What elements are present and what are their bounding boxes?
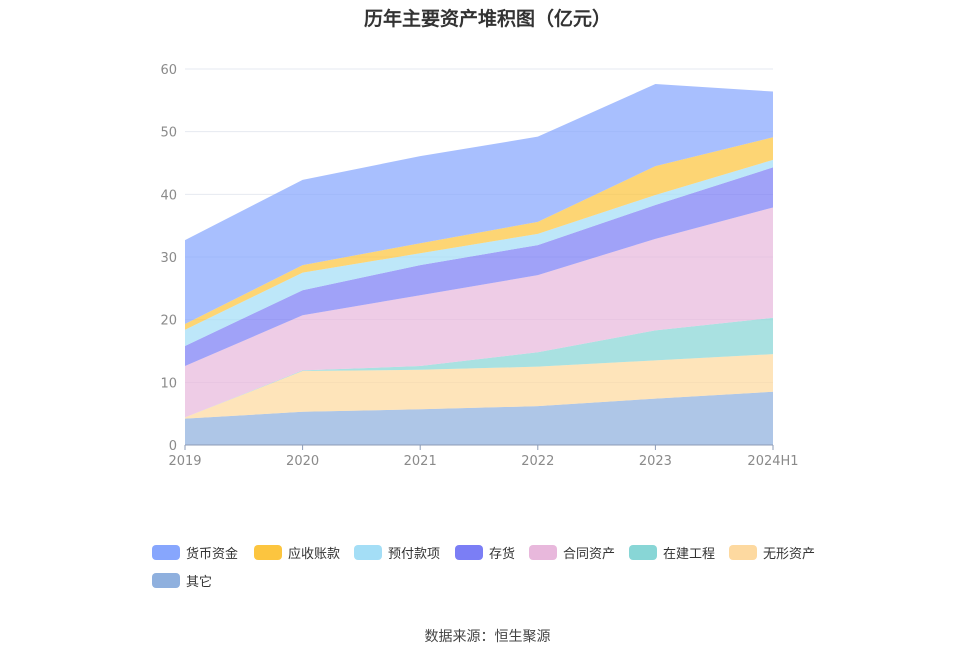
legend-item[interactable]: 货币资金 [152,541,238,563]
legend-label: 应收账款 [288,546,341,562]
y-tick-label: 40 [160,188,177,203]
axes: 0 10 20 30 40 50 60 2019 2020 2021 2022 2023 2024H1 [160,63,798,469]
legend-swatch [455,544,483,560]
legend-item[interactable]: 应收账款 [254,541,340,563]
area-series-0[interactable] [185,391,773,445]
legend-item[interactable]: 在建工程 [629,541,715,563]
legend-swatch [529,544,557,560]
legend-label: 存货 [489,546,516,562]
legend-item[interactable]: 存货 [455,541,515,563]
area-series-7[interactable] [185,84,773,325]
area-series [185,84,773,445]
area-series-6[interactable] [185,137,773,330]
y-tick-label: 20 [160,314,177,329]
area-series-4[interactable] [185,167,773,367]
x-tick-label: 2022 [521,454,554,469]
stacked-area-chart: 0 10 20 30 40 50 60 2019 2020 2021 2022 2023 2024H1 [160,63,798,469]
legend-swatch [152,544,180,560]
data-source-note: 数据来源：恒生聚源 [424,629,551,645]
x-tick-label: 2019 [168,454,201,469]
area-series-5[interactable] [185,159,773,346]
legend-label: 无形资产 [763,546,816,562]
legend-label: 在建工程 [663,546,716,562]
legend-swatch [354,544,382,560]
legend-swatch [152,572,180,588]
y-tick-label: 30 [160,251,177,266]
y-tick-label: 60 [160,63,177,78]
legend-label: 预付款项 [388,546,441,562]
y-tick-label: 10 [160,376,177,391]
x-tick-label: 2021 [404,454,437,469]
legend-item[interactable]: 无形资产 [729,541,815,563]
area-series-3[interactable] [185,207,773,418]
chart-title: 历年主要资产堆积图（亿元） [363,8,611,30]
legend-label: 其它 [186,574,213,590]
legend-item[interactable]: 其它 [152,569,212,591]
legend-label: 货币资金 [186,546,239,562]
legend-swatch [254,544,282,560]
x-tick-label: 2024H1 [747,454,798,469]
x-tick-label: 2023 [639,454,672,469]
y-tick-label: 0 [169,439,177,454]
area-series-2[interactable] [185,317,773,418]
legend-label: 合同资产 [563,546,616,562]
legend-swatch [629,544,657,560]
area-series-1[interactable] [185,354,773,419]
legend-item[interactable]: 预付款项 [354,541,440,563]
y-tick-label: 50 [160,126,177,141]
legend-swatch [729,544,757,560]
x-tick-label: 2020 [286,454,319,469]
legend-item[interactable]: 合同资产 [529,541,615,563]
